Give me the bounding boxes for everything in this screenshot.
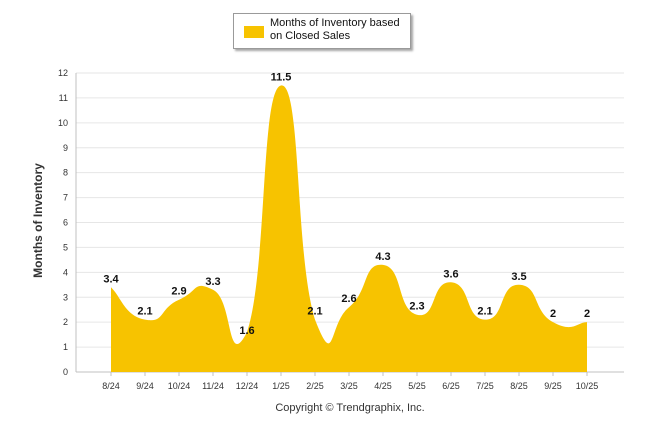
x-tick-label: 12/24 bbox=[236, 381, 259, 391]
y-tick-label: 3 bbox=[63, 292, 68, 302]
x-tick-label: 5/25 bbox=[408, 381, 426, 391]
x-tick-label: 9/24 bbox=[136, 381, 154, 391]
y-tick-label: 11 bbox=[59, 93, 68, 103]
data-label: 2 bbox=[550, 308, 556, 320]
x-tick-label: 2/25 bbox=[306, 381, 324, 391]
x-tick-label: 9/25 bbox=[544, 381, 562, 391]
x-tick-label: 11/24 bbox=[202, 381, 224, 391]
y-tick-label: 12 bbox=[58, 68, 68, 78]
y-tick-label: 9 bbox=[63, 143, 68, 153]
data-label: 2 bbox=[584, 308, 590, 320]
x-tick-label: 1/25 bbox=[272, 381, 290, 391]
x-tick-label: 10/24 bbox=[168, 381, 191, 391]
copyright-text: Copyright © Trendgraphix, Inc. bbox=[275, 402, 425, 414]
data-label: 2.1 bbox=[477, 306, 492, 318]
x-tick-label: 4/25 bbox=[374, 381, 392, 391]
data-label: 3.6 bbox=[443, 268, 458, 280]
data-label: 3.4 bbox=[103, 273, 119, 285]
y-tick-label: 7 bbox=[63, 193, 68, 203]
x-tick-label: 7/25 bbox=[476, 381, 494, 391]
x-tick-label: 3/25 bbox=[340, 381, 358, 391]
data-label: 3.3 bbox=[205, 276, 220, 288]
series-area bbox=[111, 85, 587, 372]
y-axis-title: Months of Inventory bbox=[31, 163, 45, 278]
y-tick-label: 1 bbox=[63, 342, 68, 352]
data-label: 2.3 bbox=[409, 301, 424, 313]
y-tick-label: 8 bbox=[63, 168, 68, 178]
chart-legend: Months of Inventory based on Closed Sale… bbox=[233, 13, 411, 49]
legend-label: Months of Inventory based on Closed Sale… bbox=[270, 17, 400, 42]
data-label: 2.6 bbox=[341, 293, 356, 305]
data-label: 2.9 bbox=[171, 286, 186, 298]
x-tick-label: 8/25 bbox=[510, 381, 528, 391]
data-label: 2.1 bbox=[137, 306, 152, 318]
y-tick-label: 5 bbox=[63, 242, 68, 252]
y-tick-label: 2 bbox=[63, 317, 68, 327]
x-tick-label: 6/25 bbox=[442, 381, 460, 391]
data-label: 11.5 bbox=[271, 71, 292, 83]
y-tick-label: 4 bbox=[63, 267, 68, 277]
x-tick-label: 8/24 bbox=[102, 381, 120, 391]
data-label: 3.5 bbox=[511, 271, 526, 283]
x-tick-label: 10/25 bbox=[576, 381, 599, 391]
legend-swatch bbox=[244, 26, 264, 38]
data-label: 2.1 bbox=[307, 306, 322, 318]
y-tick-label: 0 bbox=[63, 367, 68, 377]
data-label: 1.6 bbox=[239, 325, 254, 337]
y-tick-label: 10 bbox=[58, 118, 68, 128]
data-label: 4.3 bbox=[375, 251, 390, 263]
y-tick-label: 6 bbox=[63, 218, 68, 228]
